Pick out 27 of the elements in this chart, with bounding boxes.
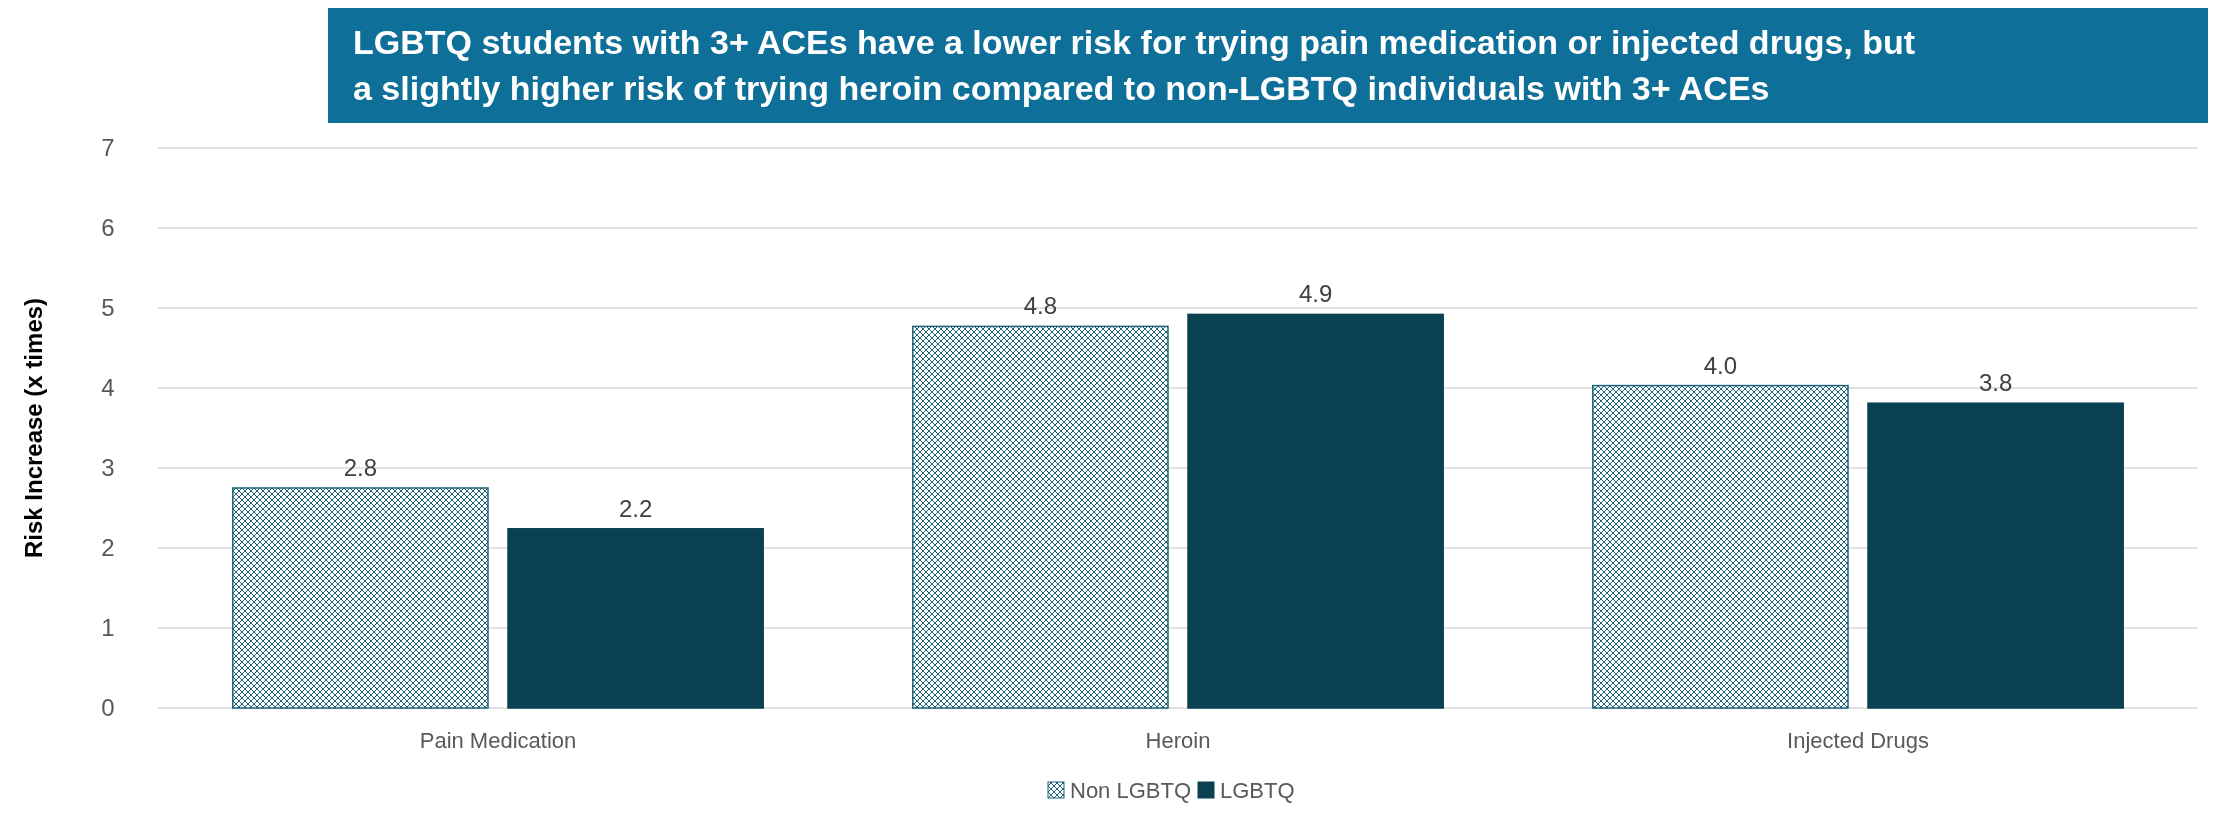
y-tick-label: 7 (101, 134, 115, 162)
bar (232, 487, 489, 709)
text: 2.2 (618, 494, 653, 522)
y-tick-label: 1 (101, 614, 115, 642)
x-tick-label: Injected Drugs (1787, 728, 1929, 753)
text: 4.0 (1703, 351, 1738, 379)
x-tick-label: Pain Medication (419, 728, 577, 753)
x-tick-label: Heroin (1145, 728, 1211, 753)
y-tick-label: 3 (101, 454, 115, 482)
y-tick-label: 0 (101, 694, 115, 722)
text: 2.8 (343, 454, 378, 481)
bar (912, 325, 1169, 709)
text: 3.8 (1978, 369, 2013, 397)
chart-title: LGBTQ students with 3+ ACEs have a lower risk for trying pain medication or injected drugs, but a slightly higher risk of trying heroin compared to non-LGBTQ individuals with 3+ ACEs (353, 23, 1916, 107)
bar (1187, 313, 1444, 709)
y-tick-label: 6 (101, 214, 115, 242)
bar (1592, 384, 1849, 709)
y-axis-title: Risk Increase (x times) (20, 297, 47, 559)
y-tick-label: 4 (101, 374, 115, 402)
bar (1867, 402, 2124, 709)
text: 4.9 (1298, 280, 1333, 308)
legend-label: LGBTQ (1220, 778, 1295, 803)
text: 4.8 (1023, 292, 1058, 320)
bar (507, 528, 764, 709)
legend-label: Non LGBTQ (1070, 778, 1192, 803)
y-tick-label: 2 (101, 534, 115, 562)
y-tick-label: 5 (101, 294, 115, 322)
